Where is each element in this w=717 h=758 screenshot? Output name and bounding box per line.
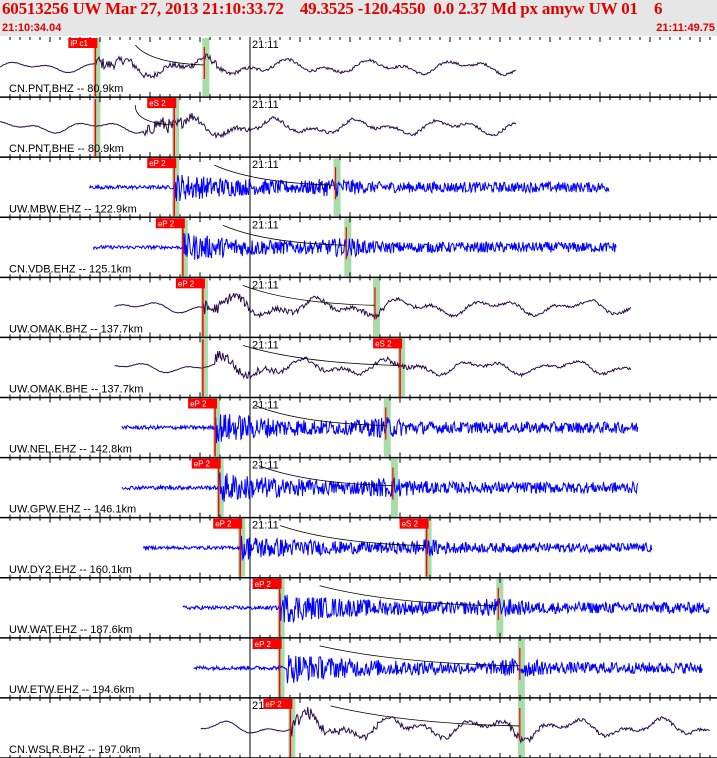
waveform-trace[interactable] — [182, 592, 710, 624]
minute-label: 21:11 — [252, 99, 279, 111]
minute-label: 21:11 — [252, 219, 279, 231]
event-header: 60513256 UW Mar 27, 2013 21:10:33.72 49.… — [0, 0, 717, 36]
waveform-trace[interactable] — [200, 706, 711, 744]
station-label: UW.WAT.EHZ -- 187.6km — [9, 624, 132, 636]
waveform-trace[interactable] — [0, 113, 517, 140]
s-window-band — [517, 698, 525, 757]
moveout-curve — [280, 525, 427, 547]
s-window-band — [496, 578, 504, 637]
station-label: UW.GPW.EHZ -- 146.1km — [9, 504, 136, 516]
s-window-band — [333, 158, 341, 217]
p-pick-flag[interactable] — [147, 158, 177, 169]
minute-label: 21:11 — [252, 520, 279, 532]
p-pick-flag[interactable] — [155, 218, 185, 229]
waveform-trace[interactable] — [114, 292, 632, 320]
station-label: UW.OMAK.BHE -- 137.7km — [9, 384, 143, 396]
p-pick-label: eP 2 — [255, 580, 272, 589]
moveout-curve — [319, 585, 499, 607]
moveout-curve — [319, 645, 520, 667]
seismogram-panel[interactable]: 21:11 iP c1 CN.PNT.BHZ -- 80.9km 21:11 eS 2 C… — [0, 37, 717, 758]
p-pick-flag[interactable] — [252, 578, 282, 589]
moveout-curve — [134, 105, 175, 126]
waveform-trace[interactable] — [0, 53, 517, 80]
minute-label: 21:11 — [252, 400, 279, 412]
moveout-curve — [258, 465, 393, 486]
station-label: CN.PNT.BHZ -- 80.9km — [9, 83, 123, 95]
minute-label: 21:11 — [252, 339, 279, 351]
station-label: UW.OMAK.BHZ -- 137.7km — [9, 323, 143, 335]
s-window-band — [202, 38, 210, 97]
s-window-band — [398, 338, 406, 397]
waveform-trace[interactable] — [142, 535, 653, 561]
station-label: UW.NEL.EHZ -- 142.8km — [9, 444, 132, 456]
waveform-trace[interactable] — [121, 471, 639, 502]
p-window-band — [93, 98, 101, 157]
waveform-trace[interactable] — [89, 174, 610, 202]
moveout-curve — [222, 224, 347, 246]
moveout-curve — [330, 705, 520, 727]
station-label: UW.ETW.EHZ -- 194.6km — [9, 684, 134, 696]
s-window-band — [372, 278, 380, 337]
s-pick-flag[interactable] — [147, 98, 177, 109]
moveout-curve — [254, 405, 386, 426]
waveform-trace[interactable] — [92, 232, 617, 260]
minute-label: 21:11 — [252, 279, 279, 291]
moveout-curve — [242, 345, 401, 366]
moveout-curve — [135, 44, 205, 66]
p-pick-label: iP c1 — [70, 39, 88, 48]
p-window-band — [93, 38, 101, 97]
p-pick-flag[interactable] — [175, 278, 205, 289]
p-pick-label: eP 2 — [149, 159, 166, 168]
s-window-band — [172, 98, 180, 157]
p-pick-label: eP 2 — [158, 219, 175, 228]
s-window-band — [344, 218, 352, 277]
waveform-trace[interactable] — [121, 414, 639, 444]
p-pick-label: eP 2 — [255, 640, 272, 649]
s-window-band — [517, 638, 525, 697]
p-pick-flag[interactable] — [252, 638, 282, 649]
waveform-trace[interactable] — [114, 350, 632, 380]
s-pick-flag[interactable] — [373, 338, 403, 349]
end-time: 21:11:49.75 — [656, 22, 715, 34]
station-label: UW.DY2.EHZ -- 160.1km — [9, 564, 132, 576]
p-pick-flag[interactable] — [68, 38, 98, 48]
p-window-band — [288, 698, 296, 757]
p-pick-flag[interactable] — [263, 698, 293, 709]
s-pick-label: eS 2 — [402, 520, 419, 529]
station-label: CN.VDB.EHZ -- 125.1km — [9, 263, 131, 275]
station-label: CN.WSLR.BHZ -- 197.0km — [9, 744, 140, 756]
p-pick-flag[interactable] — [188, 398, 218, 409]
p-pick-flag[interactable] — [191, 458, 221, 469]
moveout-curve — [214, 164, 336, 186]
minute-label: 21:11 — [252, 460, 279, 472]
p-pick-label: eP 2 — [215, 520, 232, 529]
event-title: 60513256 UW Mar 27, 2013 21:10:33.72 49.… — [2, 0, 663, 18]
s-window-band — [383, 398, 391, 457]
p-pick-flag[interactable] — [213, 518, 243, 529]
minute-label: 21:11 — [252, 39, 279, 51]
p-pick-label: eP 2 — [265, 700, 282, 709]
p-pick-label: eP 2 — [194, 460, 211, 469]
s-pick-label: eS 2 — [375, 339, 392, 348]
waveform-trace[interactable] — [193, 654, 703, 684]
s-pick-label: eS 2 — [149, 99, 166, 108]
station-label: UW.MBW.EHZ -- 122.9km — [9, 203, 137, 215]
moveout-curve — [242, 284, 376, 306]
p-pick-label: eP 2 — [178, 279, 195, 288]
start-time: 21:10:34.04 — [2, 22, 62, 34]
p-pick-label: eP 2 — [190, 400, 207, 409]
station-label: CN.PNT.BHE -- 80.9km — [9, 143, 124, 155]
s-pick-flag[interactable] — [399, 518, 429, 529]
minute-label: 21:11 — [252, 159, 279, 171]
